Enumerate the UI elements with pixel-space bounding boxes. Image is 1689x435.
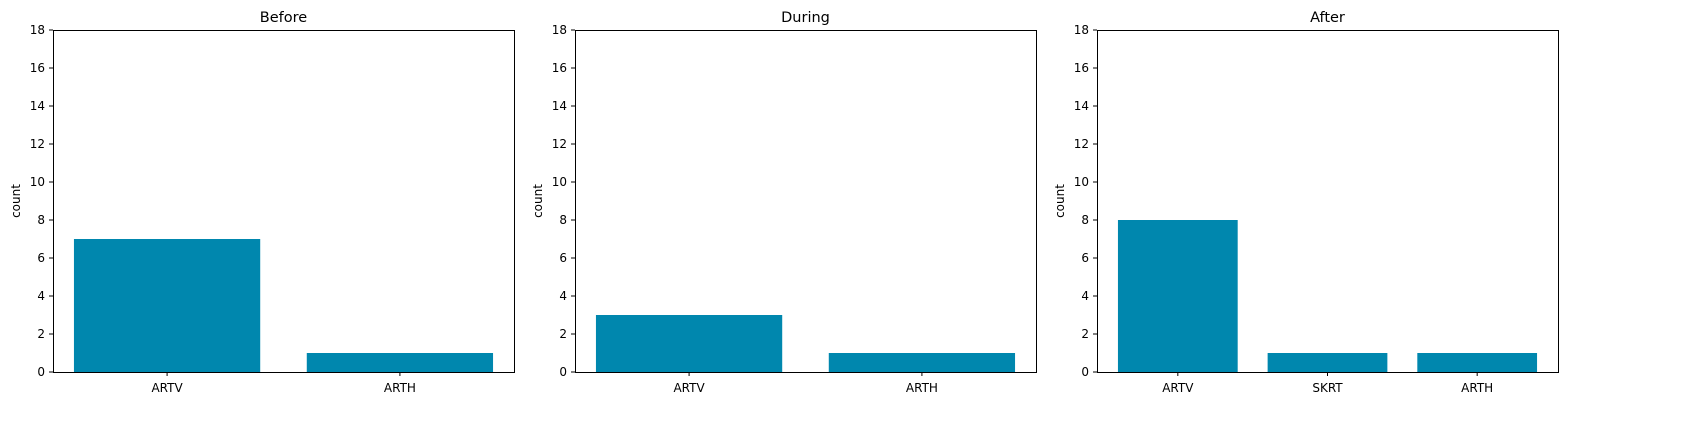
x-tick-label: ARTH	[1461, 381, 1493, 395]
y-axis-label: count	[9, 184, 23, 218]
bar-artv	[73, 239, 261, 372]
y-tick-label: 2	[37, 327, 45, 341]
y-tick-label: 6	[1081, 251, 1089, 265]
bar-artv	[595, 315, 783, 372]
y-tick-label: 2	[1081, 327, 1089, 341]
y-tick-label: 12	[30, 137, 45, 151]
x-tick-label: ARTV	[151, 381, 183, 395]
y-tick-label: 8	[1081, 213, 1089, 227]
y-tick-label: 12	[1074, 137, 1089, 151]
y-tick-label: 10	[552, 175, 567, 189]
x-tick-label: ARTV	[673, 381, 705, 395]
y-tick-label: 18	[1074, 23, 1089, 37]
y-tick-label: 4	[1081, 289, 1089, 303]
y-tick-label: 8	[559, 213, 567, 227]
y-tick-label: 10	[30, 175, 45, 189]
x-tick-label: ARTH	[906, 381, 938, 395]
y-axis-label: count	[1053, 184, 1067, 218]
y-tick-label: 14	[1074, 99, 1089, 113]
y-tick-label: 18	[30, 23, 45, 37]
y-tick-label: 8	[37, 213, 45, 227]
y-tick-label: 10	[1074, 175, 1089, 189]
y-tick-label: 14	[30, 99, 45, 113]
y-tick-label: 4	[37, 289, 45, 303]
chart-title: During	[781, 10, 830, 26]
y-tick-label: 4	[559, 289, 567, 303]
subplot-1: 0 2 4 6 8 10 12 14 16 18 ARTV ARTH count Before	[9, 10, 515, 395]
y-tick-label: 2	[559, 327, 567, 341]
bar-arth	[306, 353, 494, 372]
chart-title: After	[1310, 10, 1345, 26]
y-tick-label: 6	[37, 251, 45, 265]
y-tick-label: 6	[559, 251, 567, 265]
y-tick-label: 16	[552, 61, 567, 75]
y-tick-label: 0	[1081, 365, 1089, 379]
y-tick-label: 16	[30, 61, 45, 75]
chart-title: Before	[260, 10, 307, 26]
y-tick-label: 18	[552, 23, 567, 37]
y-tick-label: 0	[559, 365, 567, 379]
bar-skrt	[1267, 353, 1388, 372]
x-tick-label: ARTV	[1162, 381, 1194, 395]
axes-frame	[53, 30, 515, 373]
bar-artv	[1117, 220, 1238, 372]
x-tick-label: SKRT	[1312, 381, 1343, 395]
bar-arth	[828, 353, 1016, 372]
y-axis-label: count	[531, 184, 545, 218]
subplot-3: 0 2 4 6 8 10 12 14 16 18 ARTV SKRT ARTH count After	[1053, 10, 1559, 395]
y-tick-label: 0	[37, 365, 45, 379]
y-tick-label: 14	[552, 99, 567, 113]
y-tick-label: 16	[1074, 61, 1089, 75]
bar-arth	[1417, 353, 1538, 372]
subplot-2: 0 2 4 6 8 10 12 14 16 18 ARTV ARTH count During	[531, 10, 1037, 395]
x-tick-label: ARTH	[384, 381, 416, 395]
y-tick-label: 12	[552, 137, 567, 151]
axes-frame	[575, 30, 1037, 373]
